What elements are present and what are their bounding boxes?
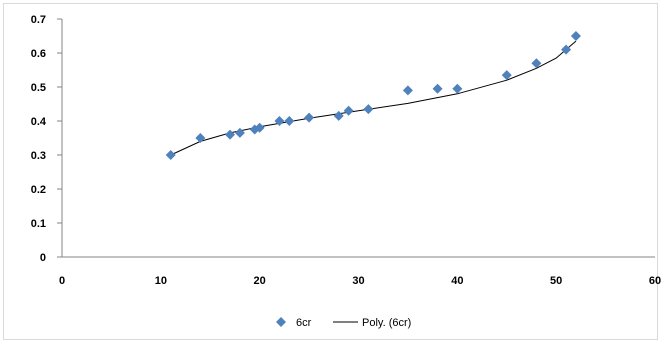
x-tick-label: 20 (254, 275, 266, 287)
legend: 6cr Poly. (6cr) (276, 317, 411, 329)
legend-label-6cr: 6cr (296, 317, 312, 329)
data-point (452, 83, 463, 94)
x-axis-ticks: 0 10 20 30 40 50 60 (59, 275, 661, 287)
data-point (561, 44, 572, 55)
y-tick-label: 0.5 (31, 82, 46, 94)
y-tick-label: 0.6 (31, 48, 46, 60)
x-tick-label: 40 (451, 275, 463, 287)
data-point (284, 116, 295, 126)
data-point (402, 85, 413, 96)
y-tick-label: 0.7 (31, 14, 46, 26)
x-tick-label: 10 (155, 275, 167, 287)
y-tick-label: 0.3 (31, 150, 46, 162)
y-tick-label: 0 (40, 252, 46, 264)
data-points-layer (165, 31, 581, 160)
y-tick-label: 0.2 (31, 184, 46, 196)
y-tick-label: 0.1 (31, 218, 46, 230)
y-tick-label: 0.4 (31, 116, 47, 128)
data-point (165, 150, 176, 160)
data-point (225, 129, 236, 140)
trendline-layer (170, 40, 577, 156)
data-point (363, 104, 374, 115)
data-point (570, 31, 581, 41)
legend-marker-6cr (276, 317, 286, 327)
x-tick-label: 50 (550, 275, 562, 287)
x-tick-label: 0 (59, 275, 65, 287)
data-point (195, 133, 206, 143)
data-point (254, 122, 265, 133)
data-point (274, 116, 285, 126)
data-point (333, 110, 344, 121)
data-point (234, 127, 245, 138)
data-point (343, 105, 354, 116)
data-point (501, 70, 512, 81)
legend-label-poly-6cr: Poly. (6cr) (362, 317, 411, 329)
y-axis-ticks: 0 0.1 0.2 0.3 0.4 0.5 0.6 0.7 (31, 14, 62, 264)
x-tick-label: 60 (649, 275, 661, 287)
chart-frame (3, 3, 658, 340)
trendline-poly-6cr (170, 40, 577, 156)
data-point (304, 112, 315, 123)
axes (61, 19, 655, 258)
data-point (432, 83, 443, 94)
data-point (531, 58, 542, 69)
x-tick-label: 30 (352, 275, 364, 287)
